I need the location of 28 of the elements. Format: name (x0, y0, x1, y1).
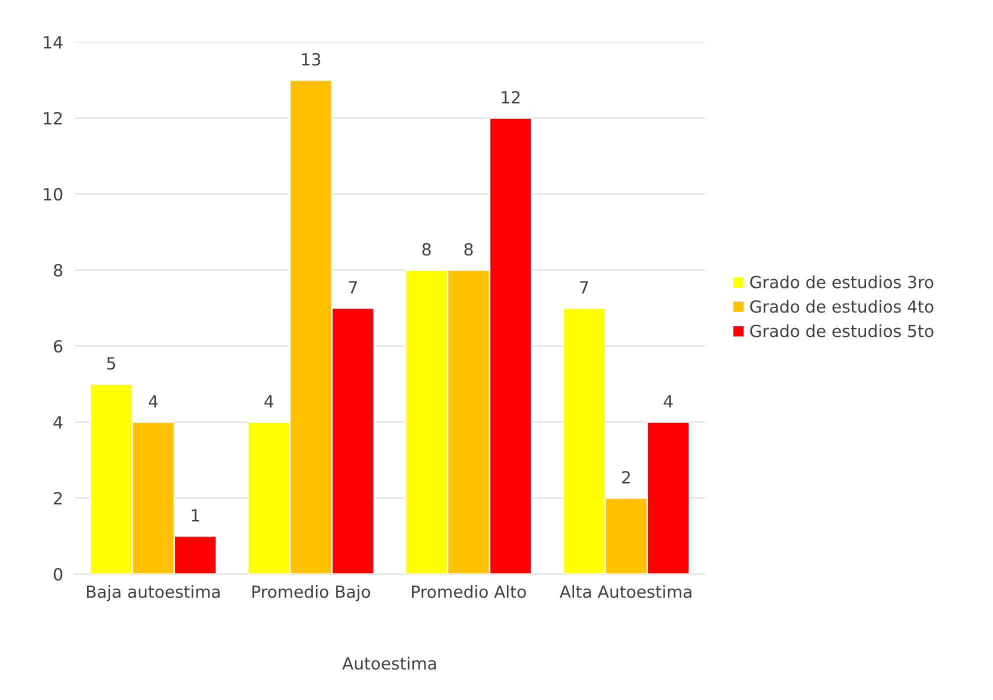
y-tick-label: 4 (54, 416, 62, 428)
legend-label: Grado de estudios 3ro (750, 275, 934, 288)
y-tick-label: 10 (44, 188, 62, 201)
y-tick-label: 6 (54, 340, 62, 353)
data-label: 8 (464, 243, 473, 256)
data-label: 1 (192, 509, 200, 522)
data-label: 4 (664, 395, 673, 408)
x-tick-label: Promedio Alto (412, 585, 526, 598)
data-label: 8 (422, 243, 431, 256)
legend-label: Grado de estudios 4to (750, 300, 934, 313)
data-label: 4 (264, 395, 274, 408)
x-tick-label: Alta Autoestima (560, 585, 692, 598)
y-tick-label: 14 (44, 36, 62, 48)
legend-label: Grado de estudios 5to (750, 324, 934, 338)
data-label: 5 (107, 357, 116, 370)
x-axis-title: Autoestima (342, 656, 436, 670)
y-tick-label: 8 (54, 264, 62, 277)
y-tick-label: 0 (54, 568, 62, 581)
data-label: 12 (502, 91, 520, 104)
data-label: 7 (580, 281, 588, 294)
y-tick-label: 2 (54, 492, 62, 504)
x-tick-label: Baja autoestima (87, 585, 220, 602)
data-label: 4 (148, 395, 158, 408)
y-tick-label: 12 (44, 112, 62, 124)
data-label: 13 (302, 53, 320, 66)
x-tick-label: Promedio Bajo (252, 585, 370, 602)
data-label: 7 (349, 281, 357, 294)
data-label: 2 (622, 471, 630, 484)
